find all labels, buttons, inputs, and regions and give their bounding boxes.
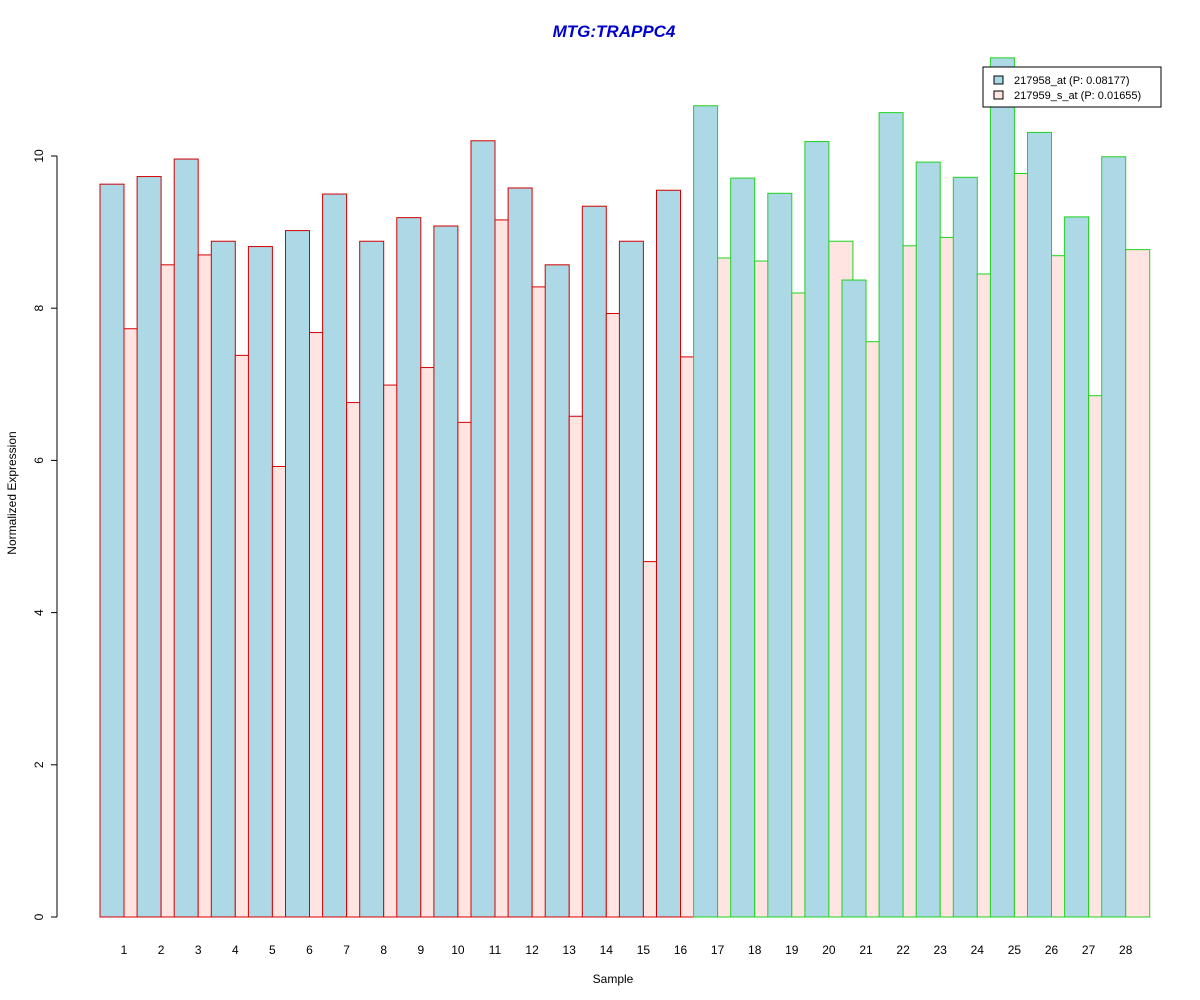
bar-sample-15-series-1	[618, 240, 644, 918]
bar-sample-7-series-1	[322, 193, 348, 918]
legend-box	[982, 66, 1162, 108]
x-tick-label: 15	[637, 943, 651, 957]
bar-sample-19-series-1	[767, 192, 793, 918]
bar-sample-11-series-1	[470, 140, 496, 918]
x-tick-label: 4	[232, 943, 239, 957]
y-tick-label: 6	[32, 457, 46, 464]
bar-sample-28-series-1	[1101, 156, 1127, 918]
bar-sample-9-series-1	[396, 217, 422, 918]
legend-swatch-series-1	[993, 75, 1004, 85]
bar-sample-21-series-1	[841, 279, 867, 918]
bars	[99, 57, 1151, 918]
y-tick-label: 8	[32, 305, 46, 312]
legend: 217958_at (P: 0.08177) 217959_s_at (P: 0…	[982, 66, 1162, 108]
bar-sample-4-series-1	[210, 240, 236, 918]
x-tick-label: 12	[525, 943, 539, 957]
x-tick-label: 9	[417, 943, 424, 957]
x-tick-label: 11	[489, 943, 502, 957]
bar-sample-12-series-1	[507, 187, 533, 918]
bar-sample-17-series-1	[693, 105, 719, 918]
bar-sample-18-series-1	[730, 177, 756, 918]
x-axis-label: Sample	[593, 972, 634, 986]
y-tick-label: 0	[32, 913, 46, 920]
bar-sample-16-series-1	[656, 189, 681, 918]
x-tick-label: 16	[674, 943, 688, 957]
y-axis: 0 2 4 6 8 10	[32, 149, 58, 920]
x-tick-label: 19	[785, 943, 799, 957]
y-axis-label: Normalized Expression	[5, 431, 19, 554]
chart-title: MTG:TRAPPC4	[553, 22, 676, 41]
bar-sample-28-series-2	[1125, 249, 1151, 918]
bar-sample-5-series-1	[247, 246, 273, 918]
x-tick-label: 28	[1119, 943, 1133, 957]
legend-swatch-series-2	[993, 90, 1004, 100]
bar-sample-27-series-1	[1064, 216, 1090, 918]
legend-label-series-2: 217959_s_at (P: 0.01655)	[1014, 90, 1141, 102]
x-tick-label: 17	[711, 943, 725, 957]
x-tick-label: 25	[1008, 943, 1022, 957]
x-tick-label: 13	[563, 943, 577, 957]
bar-sample-2-series-1	[136, 176, 162, 918]
y-tick-label: 2	[32, 761, 46, 768]
y-tick-label: 10	[32, 149, 46, 163]
bar-sample-13-series-1	[544, 264, 570, 918]
x-tick-label: 27	[1082, 943, 1096, 957]
x-tick-label: 18	[748, 943, 762, 957]
x-tick-label: 20	[822, 943, 836, 957]
bar-sample-26-series-1	[1027, 131, 1052, 918]
x-tick-label: 23	[934, 943, 948, 957]
bar-sample-22-series-1	[878, 112, 904, 918]
x-tick-label: 24	[971, 943, 985, 957]
x-tick-label: 1	[121, 943, 128, 957]
x-tick-label: 14	[600, 943, 614, 957]
bar-sample-3-series-1	[173, 158, 199, 918]
bar-sample-8-series-1	[359, 240, 385, 918]
x-tick-label: 6	[306, 943, 313, 957]
x-tick-label: 3	[195, 943, 202, 957]
x-tick-label: 7	[343, 943, 350, 957]
x-tick-label: 26	[1045, 943, 1059, 957]
bar-sample-6-series-1	[285, 230, 310, 918]
bar-sample-23-series-1	[915, 161, 941, 918]
x-tick-label: 8	[380, 943, 387, 957]
bar-sample-1-series-1	[99, 183, 125, 918]
x-tick-label: 21	[859, 943, 873, 957]
x-tick-labels: 1 2 3 4 5 6 7 8 9 10 11 12 13 14 15 16 17 18 19 20 21 22 23 24 2…	[121, 943, 1133, 957]
legend-label-series-1: 217958_at (P: 0.08177)	[1014, 75, 1130, 87]
bar-sample-24-series-1	[952, 176, 978, 918]
bar-sample-10-series-1	[433, 225, 459, 918]
x-tick-label: 22	[896, 943, 910, 957]
bar-sample-25-series-1	[989, 57, 1015, 918]
x-tick-label: 10	[451, 943, 465, 957]
bar-sample-20-series-1	[804, 141, 830, 918]
bar-sample-14-series-1	[581, 205, 607, 918]
x-tick-label: 5	[269, 943, 276, 957]
x-tick-label: 2	[158, 943, 165, 957]
y-tick-label: 4	[32, 609, 46, 616]
